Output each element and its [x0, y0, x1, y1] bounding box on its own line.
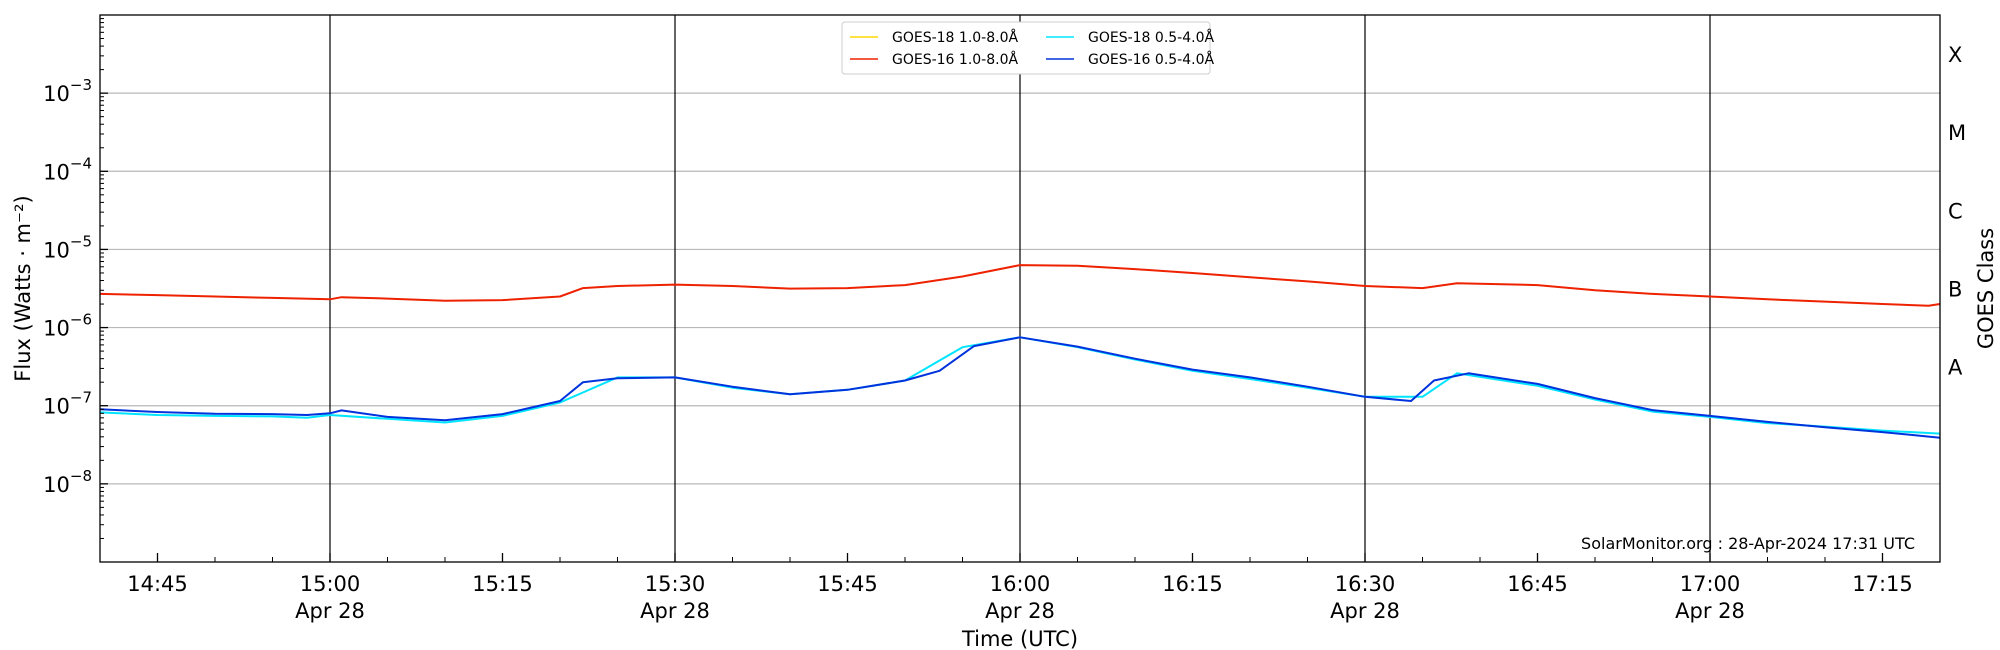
- grid-layer: [100, 15, 1940, 562]
- y-tick-label: 10−4: [43, 154, 92, 184]
- y-tick-label: 10−8: [43, 467, 92, 497]
- goes-class-label: A: [1948, 356, 1963, 380]
- x-tick-label: 15:45: [817, 572, 878, 596]
- series-layer: [99, 264, 1941, 439]
- x-tick-label: 16:45: [1507, 572, 1568, 596]
- goes-class-label: B: [1948, 278, 1962, 302]
- y-axis-label: Flux (Watts · m⁻²): [11, 195, 35, 381]
- goes-class-label: C: [1948, 199, 1963, 223]
- y-tick-label: 10−5: [43, 232, 92, 262]
- legend-label-3: GOES-16 0.5-4.0Å: [1088, 51, 1214, 68]
- legend-label-0: GOES-18 1.0-8.0Å: [892, 29, 1018, 46]
- y-axis-right-label: GOES Class: [1974, 228, 1998, 349]
- x-tick-date-label: Apr 28: [640, 599, 710, 623]
- y-tick-label: 10−7: [43, 389, 92, 419]
- legend-label-2: GOES-16 1.0-8.0Å: [892, 51, 1018, 68]
- y-tick-label: 10−3: [43, 76, 92, 106]
- x-tick-label: 15:30: [645, 572, 706, 596]
- x-tick-date-label: Apr 28: [1330, 599, 1400, 623]
- axes-layer: 10−8 10−7 10−6 10−5 10−4 10−3 14:45 15:00 Apr 28…: [43, 18, 1966, 623]
- legend-box: [841, 21, 1211, 75]
- series-line-2: [99, 264, 1941, 307]
- x-tick-label: 16:15: [1162, 572, 1223, 596]
- x-tick-date-label: Apr 28: [1675, 599, 1745, 623]
- x-tick-label: 15:00: [300, 572, 361, 596]
- source-credit: SolarMonitor.org : 28-Apr-2024 17:31 UTC: [1581, 534, 1915, 553]
- x-tick-label: 17:00: [1680, 572, 1741, 596]
- series-line-3: [99, 336, 1941, 439]
- goes-class-label: X: [1948, 43, 1962, 67]
- x-tick-label: 14:45: [127, 572, 188, 596]
- x-tick-label: 16:00: [990, 572, 1051, 596]
- x-tick-date-label: Apr 28: [985, 599, 1055, 623]
- x-tick-label: 15:15: [472, 572, 533, 596]
- x-tick-label: 16:30: [1335, 572, 1396, 596]
- y-tick-label: 10−6: [43, 311, 92, 341]
- x-tick-label: 17:15: [1852, 572, 1913, 596]
- x-axis-label: Time (UTC): [961, 627, 1078, 650]
- x-tick-date-label: Apr 28: [295, 599, 365, 623]
- legend-label-1: GOES-18 0.5-4.0Å: [1088, 29, 1214, 46]
- legend: GOES-18 1.0-8.0Å GOES-18 0.5-4.0Å GOES-16 …: [841, 21, 1214, 75]
- goes-class-label: M: [1948, 121, 1966, 145]
